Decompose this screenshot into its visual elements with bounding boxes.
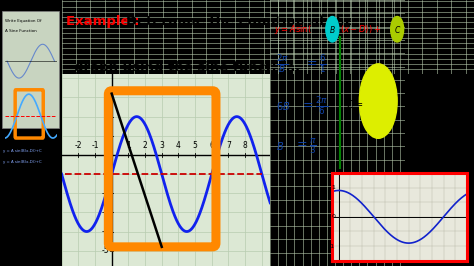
Text: $B$: $B$ <box>329 24 336 35</box>
Text: graph using the sine function.: graph using the sine function. <box>74 61 300 74</box>
Text: 2: 2 <box>104 112 109 121</box>
Text: $(x - D)) +$: $(x - D)) +$ <box>340 23 382 35</box>
Text: Write Equation Of: Write Equation Of <box>5 19 41 23</box>
Text: 2: 2 <box>143 141 147 150</box>
Text: $= \frac{6}{1}$: $= \frac{6}{1}$ <box>304 53 327 75</box>
Text: 1: 1 <box>104 131 109 140</box>
Text: -1: -1 <box>91 141 99 150</box>
Text: $C =$: $C =$ <box>346 98 364 110</box>
Text: 3: 3 <box>104 93 109 102</box>
FancyBboxPatch shape <box>2 11 59 128</box>
Text: $= \frac{\pi}{3}$: $= \frac{\pi}{3}$ <box>294 137 318 156</box>
Text: $= \frac{2\pi}{6}$: $= \frac{2\pi}{6}$ <box>300 95 328 117</box>
Circle shape <box>326 16 339 42</box>
Text: -5: -5 <box>101 246 109 255</box>
Text: $\frac{2\pi}{B}$: $\frac{2\pi}{B}$ <box>275 53 289 75</box>
Text: -2: -2 <box>74 141 82 150</box>
Text: Determine the equation of the: Determine the equation of the <box>126 15 354 28</box>
Text: 1: 1 <box>331 185 335 190</box>
Text: 4: 4 <box>176 141 181 150</box>
Text: 8: 8 <box>243 141 247 150</box>
Text: 5: 5 <box>192 141 198 150</box>
Text: 3: 3 <box>159 141 164 150</box>
Text: -1: -1 <box>329 244 335 248</box>
Text: $B$: $B$ <box>275 140 283 152</box>
Text: Example :: Example : <box>66 15 144 28</box>
Text: -4: -4 <box>101 227 109 236</box>
Text: 6: 6 <box>210 141 214 150</box>
Text: -2: -2 <box>101 189 109 198</box>
Text: -3: -3 <box>101 208 109 217</box>
Text: 1: 1 <box>126 141 131 150</box>
Text: 7: 7 <box>226 141 231 150</box>
Text: $C$: $C$ <box>393 24 401 35</box>
Text: y = A sin(B(x-D))+C: y = A sin(B(x-D))+C <box>3 160 42 164</box>
Circle shape <box>359 64 397 138</box>
Text: $y = A\sin($: $y = A\sin($ <box>274 23 312 36</box>
Text: A Sine Function: A Sine Function <box>5 29 36 33</box>
Text: $6B$: $6B$ <box>275 100 290 113</box>
Circle shape <box>391 16 404 42</box>
Text: 0: 0 <box>331 214 335 219</box>
Text: y = A sin(B(x-D))+C: y = A sin(B(x-D))+C <box>3 149 42 153</box>
